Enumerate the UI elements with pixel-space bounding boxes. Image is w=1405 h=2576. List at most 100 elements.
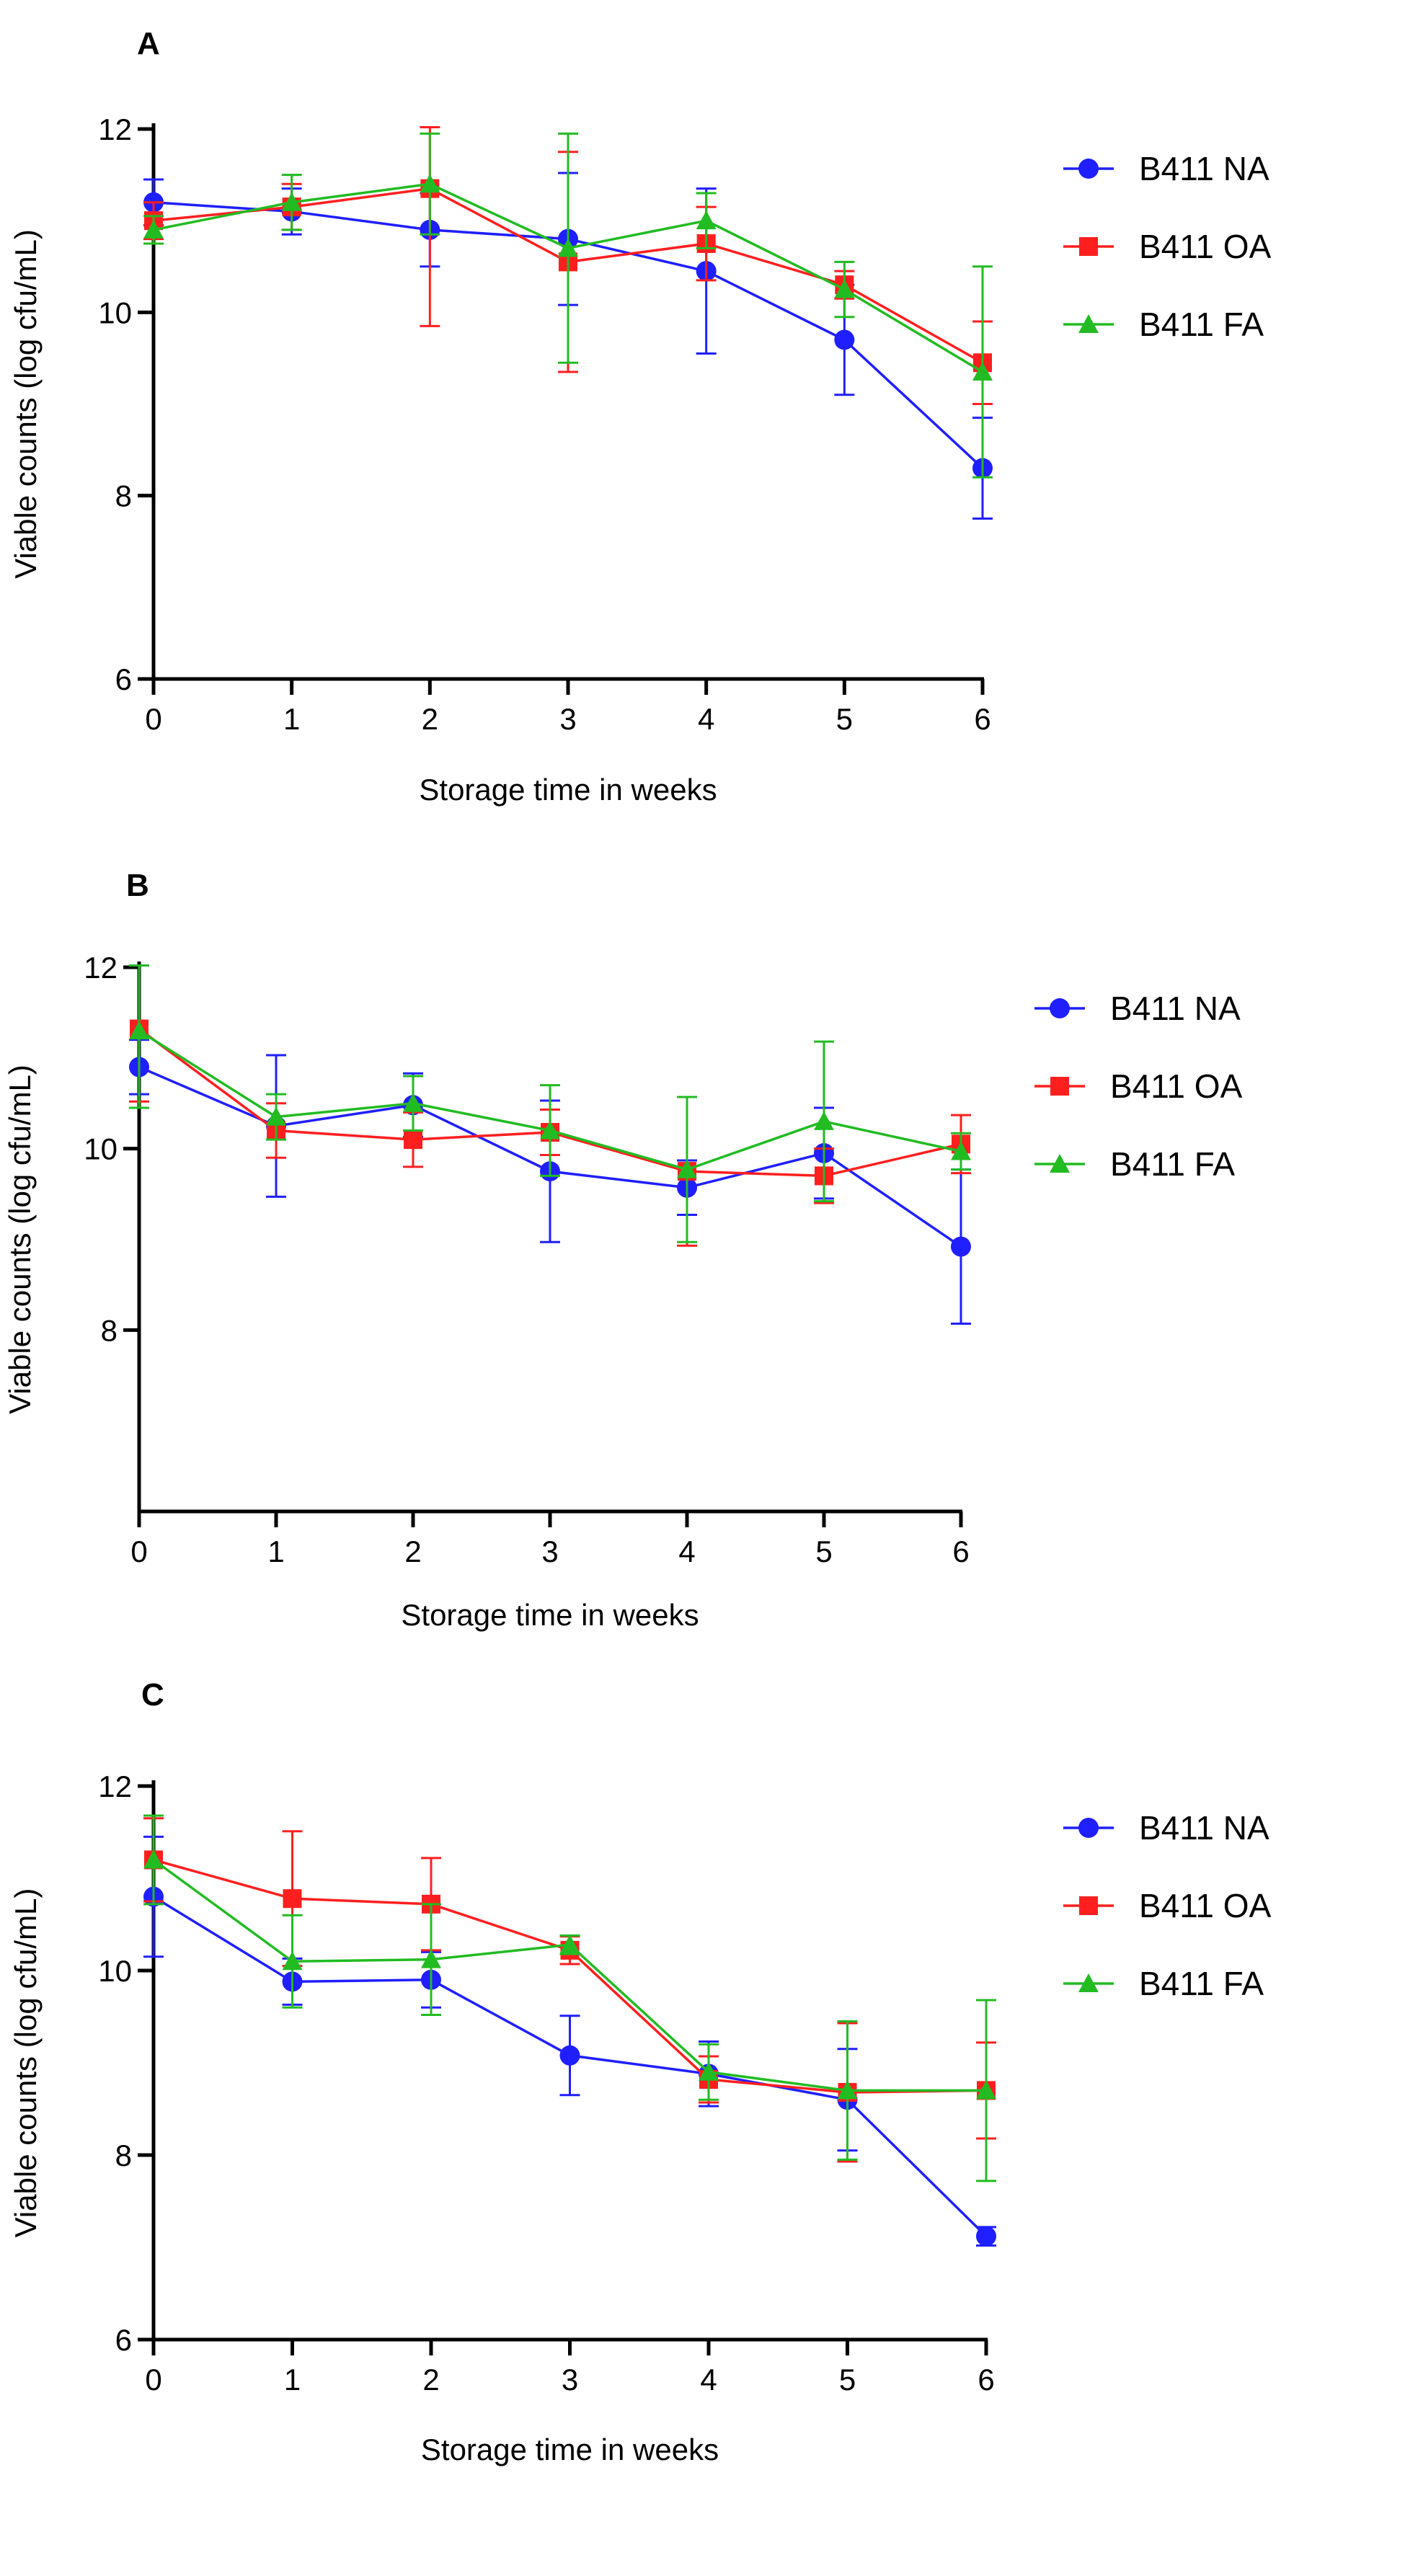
data-point — [266, 1106, 286, 1126]
y-tick-label: 6 — [115, 662, 132, 696]
legend-marker — [1078, 159, 1099, 179]
x-tick-label: 1 — [284, 2363, 301, 2397]
x-tick-label: 5 — [839, 2363, 856, 2397]
legend-label: B411 NA — [1110, 990, 1241, 1027]
data-point — [699, 2061, 719, 2081]
data-point — [421, 1949, 441, 1968]
y-axis-title: Viable counts (log cfu/mL) — [9, 1888, 43, 2238]
legend-label: B411 NA — [1139, 1809, 1269, 1847]
x-tick-label: 1 — [267, 1535, 284, 1568]
data-point — [559, 2045, 580, 2066]
x-axis-title: Storage time in weeks — [421, 2433, 719, 2466]
data-point — [143, 219, 164, 239]
legend-label: B411 FA — [1139, 306, 1264, 343]
data-point — [420, 174, 440, 193]
legend-entry: B411 FA — [1034, 1145, 1235, 1183]
y-tick-label: 10 — [98, 1954, 132, 1988]
legend-label: B411 NA — [1139, 150, 1269, 187]
x-tick-label: 0 — [145, 702, 161, 736]
x-tick-label: 4 — [700, 2363, 717, 2397]
y-tick-label: 12 — [98, 1769, 132, 1803]
y-tick-label: 8 — [101, 1313, 118, 1347]
data-point — [129, 1021, 149, 1040]
legend-entry: B411 OA — [1063, 1887, 1272, 1924]
legend-label: B411 OA — [1139, 228, 1272, 265]
legend-label: B411 FA — [1110, 1145, 1235, 1183]
y-tick-label: 8 — [115, 2138, 132, 2172]
x-tick-label: 4 — [678, 1535, 695, 1568]
data-point — [814, 1111, 834, 1130]
y-tick-label: 10 — [98, 296, 132, 329]
series-b411-oa — [143, 1817, 996, 2163]
y-tick-label: 8 — [115, 479, 132, 513]
x-tick-label: 6 — [952, 1535, 969, 1568]
legend-entry: B411 OA — [1034, 1067, 1243, 1105]
data-point — [404, 1130, 422, 1150]
x-axis-title: Storage time in weeks — [419, 773, 717, 807]
legend-marker — [1050, 998, 1070, 1018]
legend-marker — [1078, 1973, 1099, 1992]
data-point — [976, 2226, 996, 2247]
y-axis-title: Viable counts (log cfu/mL) — [3, 1065, 37, 1414]
data-point — [677, 1159, 697, 1178]
legend-entry: B411 NA — [1034, 990, 1241, 1027]
x-tick-label: 0 — [130, 1535, 147, 1568]
x-tick-label: 0 — [145, 2363, 161, 2397]
legend-marker — [1079, 1896, 1098, 1915]
y-tick-label: 12 — [84, 951, 118, 985]
legend-entry: B411 FA — [1063, 306, 1264, 343]
legend-entry: B411 FA — [1063, 1965, 1264, 2002]
data-point — [976, 2080, 996, 2100]
x-tick-label: 2 — [422, 702, 438, 736]
legend-entry: B411 NA — [1063, 150, 1269, 187]
y-tick-label: 6 — [115, 2323, 132, 2357]
x-tick-label: 2 — [422, 2363, 439, 2397]
legend-label: B411 OA — [1139, 1887, 1272, 1924]
data-point — [282, 1951, 303, 1971]
x-tick-label: 5 — [836, 702, 853, 736]
x-tick-label: 3 — [541, 1535, 558, 1568]
series-b411-na — [129, 1039, 971, 1325]
panel-label: B — [126, 868, 149, 903]
data-point — [559, 1935, 580, 1954]
x-tick-label: 5 — [815, 1535, 832, 1568]
x-tick-label: 6 — [978, 2363, 994, 2397]
x-tick-label: 1 — [283, 702, 300, 736]
y-tick-label: 10 — [84, 1132, 118, 1166]
x-tick-label: 3 — [562, 2363, 578, 2397]
y-axis-title: Viable counts (log cfu/mL) — [9, 229, 43, 579]
series-b411-fa — [143, 132, 993, 479]
legend-label: B411 FA — [1139, 1965, 1264, 2002]
panel-label: C — [141, 1677, 164, 1713]
legend-label: B411 OA — [1110, 1067, 1243, 1105]
x-tick-label: 2 — [404, 1535, 421, 1568]
data-point — [951, 1236, 971, 1257]
series-b411-na — [143, 1835, 996, 2247]
data-point — [696, 210, 717, 230]
legend-marker — [1050, 1154, 1070, 1173]
data-point — [143, 1849, 164, 1869]
legend-marker — [1079, 237, 1098, 256]
y-tick-label: 12 — [98, 112, 132, 146]
x-tick-label: 4 — [698, 702, 714, 736]
x-tick-label: 6 — [974, 702, 990, 736]
data-point — [837, 2080, 858, 2100]
series-b411-fa — [143, 1814, 996, 2182]
x-tick-label: 3 — [559, 702, 576, 736]
data-point — [283, 1889, 302, 1909]
legend-marker — [1078, 1818, 1099, 1838]
legend-marker — [1050, 1077, 1069, 1096]
data-point — [834, 329, 855, 350]
data-point — [281, 192, 302, 211]
series-b411-fa — [129, 964, 971, 1243]
legend-entry: B411 OA — [1063, 228, 1272, 265]
legend-entry: B411 NA — [1063, 1809, 1269, 1847]
data-point — [834, 279, 855, 298]
data-point — [403, 1093, 423, 1112]
data-point — [951, 1141, 971, 1160]
